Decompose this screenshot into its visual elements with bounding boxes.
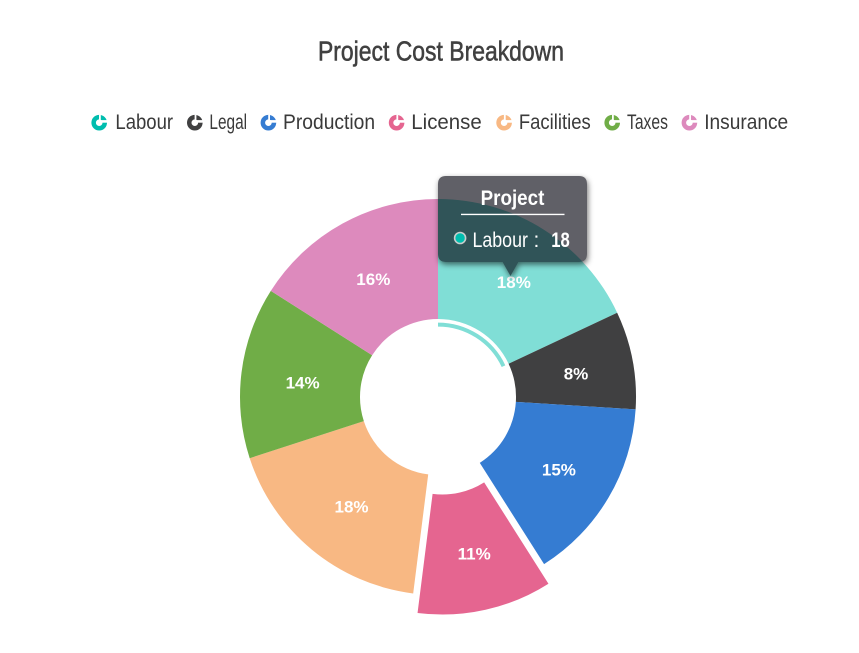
svg-text:18%: 18% [497,273,531,292]
svg-text:Legal: Legal [209,111,247,134]
svg-text:15%: 15% [542,460,576,479]
svg-text:License: License [411,111,481,134]
svg-text:Taxes: Taxes [627,111,668,134]
svg-text:Production: Production [283,111,375,134]
svg-text:Project Cost Breakdown: Project Cost Breakdown [318,35,564,66]
svg-text:8%: 8% [564,365,589,384]
svg-text::: : [534,229,540,252]
svg-text:18: 18 [551,229,570,252]
svg-text:14%: 14% [286,373,320,392]
svg-text:Insurance: Insurance [704,111,788,134]
svg-text:Labour: Labour [473,229,528,252]
svg-text:Project: Project [481,187,545,210]
svg-text:Facilities: Facilities [519,111,591,134]
svg-text:16%: 16% [356,270,390,289]
svg-text:11%: 11% [458,545,491,564]
svg-text:18%: 18% [334,498,368,517]
svg-text:Labour: Labour [115,111,173,134]
